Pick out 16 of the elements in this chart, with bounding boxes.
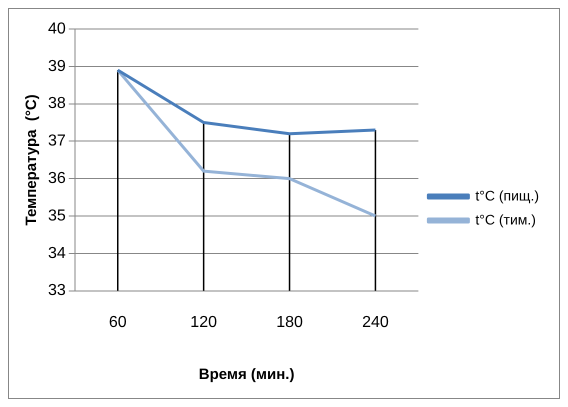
y-tick-label: 39: [48, 58, 66, 75]
legend-label: t°C (тим.): [475, 211, 536, 228]
y-tick-label: 38: [48, 95, 66, 112]
y-tick-label: 34: [48, 244, 66, 262]
y-tick-label: 37: [48, 132, 66, 150]
x-tick-label: 240: [362, 314, 389, 331]
y-tick-label: 40: [48, 20, 66, 38]
y-tick-label: 33: [48, 282, 66, 300]
y-tick-label: 36: [48, 170, 66, 188]
x-tick-label: 60: [108, 314, 127, 331]
legend-label: t°C (пищ.): [475, 187, 540, 204]
x-tick-label: 120: [190, 314, 218, 331]
y-axis-title: Температура (°C): [23, 94, 40, 226]
x-axis-title: Время (мин.): [198, 366, 294, 384]
y-tick-label: 35: [48, 207, 66, 224]
x-tick-label: 180: [276, 314, 303, 331]
